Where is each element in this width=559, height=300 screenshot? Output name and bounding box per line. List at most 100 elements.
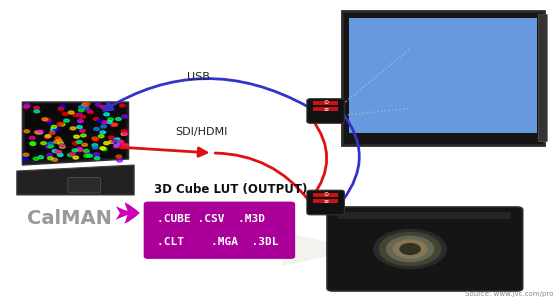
Circle shape (120, 104, 125, 107)
Circle shape (94, 128, 100, 130)
Circle shape (116, 155, 121, 158)
Circle shape (101, 148, 107, 151)
Text: CalMAN: CalMAN (27, 209, 112, 229)
Circle shape (83, 106, 89, 109)
Circle shape (94, 153, 100, 156)
Circle shape (122, 132, 128, 135)
Circle shape (38, 156, 44, 159)
Circle shape (70, 152, 75, 155)
Polygon shape (17, 165, 134, 195)
Circle shape (58, 122, 63, 125)
Circle shape (117, 141, 123, 144)
Circle shape (30, 142, 36, 145)
Circle shape (84, 154, 89, 157)
Circle shape (78, 106, 84, 109)
Circle shape (64, 119, 69, 122)
Circle shape (58, 154, 63, 157)
Circle shape (45, 135, 51, 138)
FancyBboxPatch shape (313, 193, 338, 196)
Circle shape (100, 147, 106, 150)
Circle shape (80, 134, 86, 137)
Text: ≡: ≡ (323, 106, 328, 111)
Circle shape (80, 129, 86, 132)
FancyBboxPatch shape (538, 14, 547, 142)
Text: ⊙: ⊙ (323, 100, 328, 105)
FancyBboxPatch shape (307, 99, 344, 123)
Circle shape (47, 154, 53, 157)
Circle shape (58, 107, 64, 110)
Circle shape (82, 103, 87, 106)
Circle shape (33, 157, 39, 160)
Circle shape (74, 135, 79, 138)
Circle shape (123, 144, 129, 147)
Circle shape (93, 117, 99, 120)
Circle shape (60, 105, 65, 108)
Circle shape (25, 104, 30, 107)
Circle shape (57, 123, 63, 126)
Circle shape (100, 131, 106, 134)
Circle shape (44, 135, 50, 138)
Circle shape (111, 123, 116, 126)
Circle shape (120, 143, 126, 146)
Circle shape (77, 113, 82, 116)
Text: 3D Cube LUT (OUTPUT): 3D Cube LUT (OUTPUT) (154, 182, 307, 196)
Circle shape (121, 130, 127, 133)
Circle shape (23, 105, 29, 108)
Circle shape (45, 118, 50, 122)
Circle shape (63, 112, 68, 116)
Circle shape (55, 137, 61, 140)
Circle shape (400, 244, 420, 254)
Circle shape (77, 126, 82, 129)
FancyBboxPatch shape (342, 11, 544, 145)
Circle shape (97, 119, 102, 122)
Polygon shape (22, 102, 129, 165)
FancyBboxPatch shape (313, 199, 338, 203)
Circle shape (394, 240, 427, 258)
Circle shape (49, 131, 55, 134)
Text: ≡: ≡ (323, 198, 328, 203)
Circle shape (107, 121, 112, 124)
Circle shape (48, 145, 54, 148)
Circle shape (104, 142, 110, 145)
Circle shape (109, 140, 115, 143)
Circle shape (93, 138, 99, 141)
Circle shape (23, 158, 29, 161)
Circle shape (23, 153, 29, 156)
FancyBboxPatch shape (307, 190, 344, 215)
Circle shape (101, 125, 106, 128)
Circle shape (115, 138, 120, 141)
Circle shape (380, 232, 441, 266)
Text: .CUBE .CSV  .M3D: .CUBE .CSV .M3D (157, 214, 264, 224)
Circle shape (82, 143, 87, 146)
Text: USB: USB (187, 71, 210, 82)
Circle shape (88, 111, 93, 114)
Circle shape (117, 159, 122, 162)
FancyBboxPatch shape (313, 107, 338, 111)
Circle shape (112, 140, 117, 143)
Circle shape (34, 110, 40, 113)
Circle shape (35, 131, 40, 134)
Circle shape (60, 145, 65, 148)
Circle shape (119, 140, 124, 143)
Text: .CLT    .MGA  .3DL: .CLT .MGA .3DL (157, 237, 278, 247)
Circle shape (77, 147, 82, 150)
Circle shape (41, 142, 46, 145)
Circle shape (34, 106, 39, 109)
Circle shape (101, 105, 106, 108)
Circle shape (73, 113, 78, 116)
FancyBboxPatch shape (313, 101, 338, 105)
Circle shape (56, 139, 62, 142)
Circle shape (387, 236, 434, 262)
Circle shape (48, 157, 53, 160)
Circle shape (92, 137, 97, 140)
Circle shape (84, 103, 90, 106)
Circle shape (114, 144, 120, 147)
Circle shape (374, 230, 447, 268)
FancyBboxPatch shape (327, 207, 523, 291)
Circle shape (104, 113, 110, 116)
Text: ⊙: ⊙ (323, 192, 328, 197)
Circle shape (30, 136, 35, 140)
Text: SDI/HDMI: SDI/HDMI (175, 127, 228, 137)
Circle shape (122, 115, 127, 118)
Polygon shape (25, 103, 126, 160)
